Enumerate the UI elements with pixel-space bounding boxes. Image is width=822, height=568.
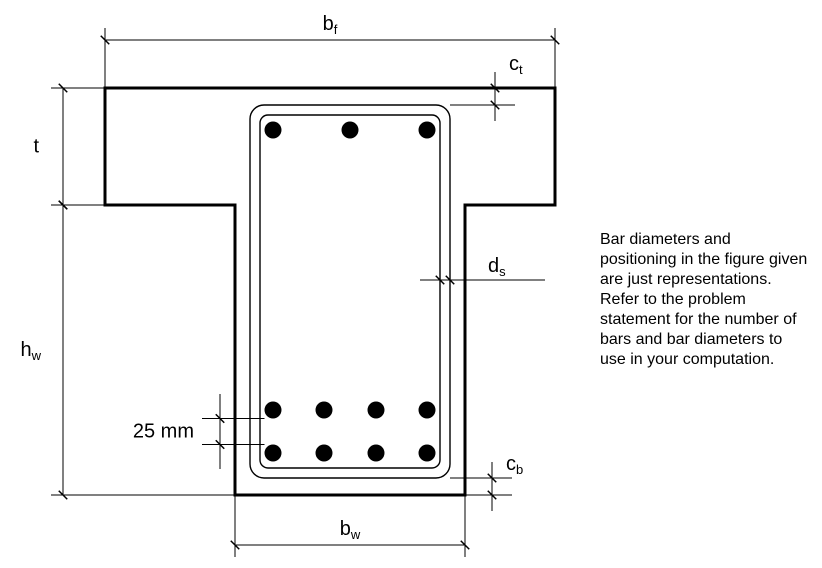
dim-label: hw	[20, 339, 41, 363]
stirrup-outer	[250, 105, 450, 478]
dim-label: bw	[340, 518, 361, 542]
rebar-bottom	[265, 402, 282, 419]
rebar-bottom	[316, 445, 333, 462]
dim-label: ct	[509, 53, 523, 77]
dim-label: t	[33, 136, 39, 158]
rebar-bottom	[419, 445, 436, 462]
rebar-bottom	[265, 445, 282, 462]
rebar-top	[265, 122, 282, 139]
dim-label: ds	[488, 255, 506, 279]
figure-canvas: bf bw t hw ct cb ds 25 mm Bar diameters and pos…	[0, 0, 822, 568]
dim-label: cb	[506, 453, 523, 477]
rebar-bottom	[368, 402, 385, 419]
dim-label: 25 mm	[133, 421, 194, 443]
rebar-top	[419, 122, 436, 139]
rebar-bottom	[368, 445, 385, 462]
rebar-top	[342, 122, 359, 139]
rebar-bottom	[316, 402, 333, 419]
rebar-bottom	[419, 402, 436, 419]
dim-label: bf	[323, 13, 338, 37]
stirrup-inner	[260, 115, 440, 468]
note-text: Bar diameters and positioning in the fig…	[600, 230, 810, 370]
